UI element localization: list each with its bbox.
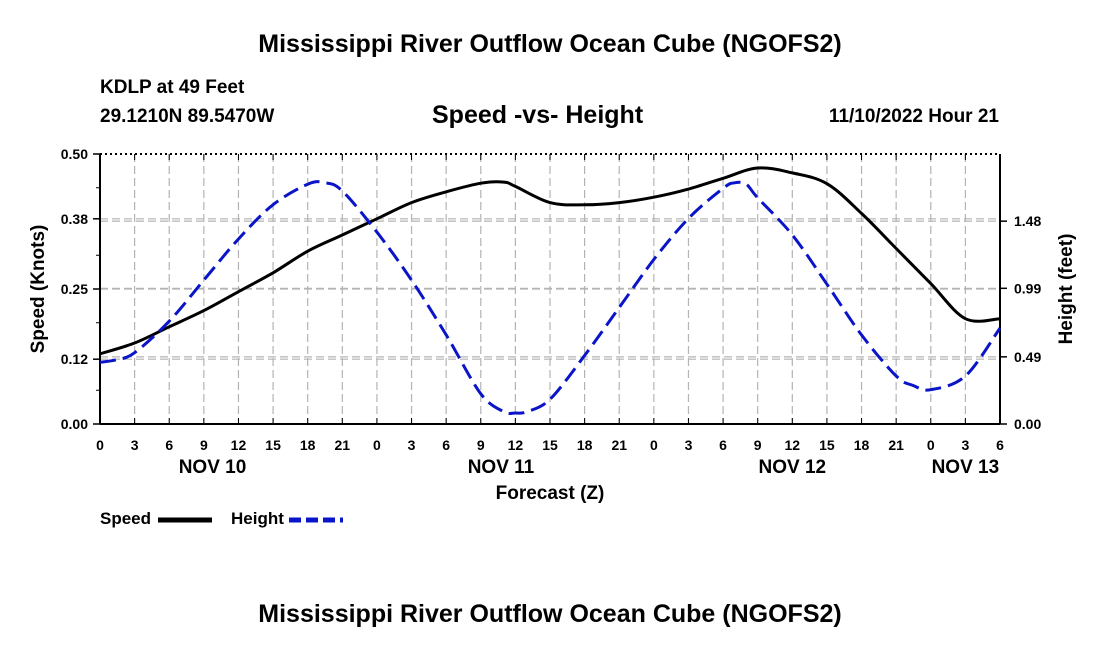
x-tick-label: 6 <box>996 437 1004 453</box>
x-tick-label: 3 <box>961 437 969 453</box>
x-tick-label: 18 <box>854 437 870 453</box>
grid-layer <box>100 154 1000 424</box>
x-axis-title: Forecast (Z) <box>496 483 605 504</box>
x-tick-label: 12 <box>231 437 247 453</box>
x-tick-label: 15 <box>542 437 558 453</box>
y-tick-label: 0.12 <box>61 351 88 367</box>
y2-tick-label: 0.00 <box>1014 416 1041 432</box>
x-tick-label: 0 <box>650 437 658 453</box>
x-tick-label: 0 <box>927 437 935 453</box>
y2-tick-label: 1.48 <box>1014 213 1041 229</box>
day-label: NOV 10 <box>179 457 247 478</box>
footer-title: Mississippi River Outflow Ocean Cube (NG… <box>258 600 842 628</box>
height-series-line <box>99 180 1002 416</box>
chart-title: Mississippi River Outflow Ocean Cube (NG… <box>258 30 842 58</box>
axes-layer <box>93 153 1007 425</box>
y2-tick-label: 0.99 <box>1014 280 1041 296</box>
x-tick-label: 12 <box>508 437 524 453</box>
legend-height-swatch <box>289 517 343 523</box>
x-tick-label: 0 <box>96 437 104 453</box>
speed-series-line <box>99 166 1001 356</box>
x-tick-label: 18 <box>300 437 316 453</box>
y-tick-label: 0.38 <box>61 211 88 227</box>
chart-subtitle: Speed -vs- Height <box>432 101 644 129</box>
x-tick-label: 0 <box>373 437 381 453</box>
x-tick-label: 9 <box>200 437 208 453</box>
station-label: KDLP at 49 Feet <box>100 77 245 98</box>
x-tick-label: 3 <box>685 437 693 453</box>
x-tick-label: 21 <box>335 437 351 453</box>
y2-tick-label: 0.49 <box>1014 349 1041 365</box>
x-tick-label: 6 <box>442 437 450 453</box>
x-tick-label: 9 <box>477 437 485 453</box>
y-tick-label: 0.00 <box>61 416 88 432</box>
x-tick-label: 3 <box>131 437 139 453</box>
station-coordinates: 29.1210N 89.5470W <box>100 106 275 127</box>
x-tick-label: 6 <box>165 437 173 453</box>
x-tick-label: 15 <box>819 437 835 453</box>
legend-speed-label: Speed <box>100 509 152 528</box>
legend-height-label: Height <box>231 509 284 528</box>
legend-speed-swatch <box>158 517 212 523</box>
x-tick-label: 9 <box>754 437 762 453</box>
forecast-datetime: 11/10/2022 Hour 21 <box>828 106 999 127</box>
x-tick-label: 12 <box>785 437 801 453</box>
x-tick-label: 15 <box>265 437 281 453</box>
x-tick-label: 21 <box>611 437 627 453</box>
series-layer <box>99 166 1002 416</box>
x-tick-label: 18 <box>577 437 593 453</box>
y2-axis-title: Height (feet) <box>1056 234 1077 345</box>
y-axis-title: Speed (Knots) <box>28 225 49 354</box>
y-tick-label: 0.50 <box>61 146 88 162</box>
x-tick-label: 3 <box>408 437 416 453</box>
day-label: NOV 13 <box>932 457 1000 478</box>
y-tick-label: 0.25 <box>61 281 88 297</box>
x-tick-label: 6 <box>719 437 727 453</box>
day-label: NOV 12 <box>759 457 827 478</box>
labels-layer: 0 3 6 9 12 15 18 21 0 3 6 9 12 15 18 21 0 3 6 9 12 15 18 21 0 3 60… <box>28 146 1077 504</box>
day-label: NOV 11 <box>468 457 535 478</box>
x-tick-label: 21 <box>888 437 904 453</box>
